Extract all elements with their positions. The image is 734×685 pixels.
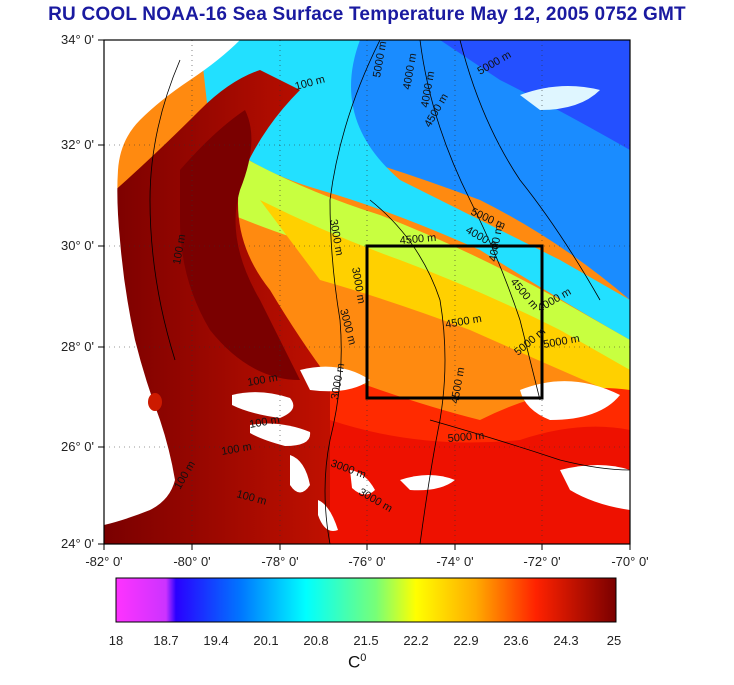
contour-label: 100 m [171, 233, 188, 265]
axis-ticks [98, 39, 631, 550]
lat-label: 30° 0' [61, 238, 94, 253]
colorbar [115, 577, 617, 623]
contour-label: 5000 m [447, 430, 485, 445]
unit-superscript: 0 [360, 652, 367, 664]
figure-title: RU COOL NOAA-16 Sea Surface Temperature … [48, 4, 686, 25]
colorbar-unit-label: C0 [348, 652, 366, 673]
unit-text: C [348, 652, 361, 672]
lat-label: 28° 0' [61, 339, 94, 354]
colorbar-tick: 20.8 [303, 633, 328, 648]
study-area-box [365, 244, 544, 400]
colorbar-tick: 25 [607, 633, 621, 648]
colorbar-tick-labels: 18 18.7 19.4 20.1 20.8 21.5 22.2 22.9 23… [109, 633, 621, 648]
lat-label: 34° 0' [61, 32, 94, 47]
lat-label: 24° 0' [61, 536, 94, 551]
colorbar-tick: 20.1 [253, 633, 278, 648]
colorbar-tick: 22.9 [453, 633, 478, 648]
sst-image [104, 40, 630, 544]
lon-label: -78° 0' [261, 554, 298, 569]
longitude-labels: -82° 0' -80° 0' -78° 0' -76° 0' -74° 0' … [85, 554, 648, 569]
contour-label: 4500 m [399, 232, 437, 247]
lon-label: -72° 0' [523, 554, 560, 569]
colorbar-tick: 19.4 [203, 633, 228, 648]
lon-label: -76° 0' [348, 554, 385, 569]
lon-label: -74° 0' [436, 554, 473, 569]
colorbar-tick: 22.2 [403, 633, 428, 648]
colorbar-tick: 23.6 [503, 633, 528, 648]
colorbar-tick: 18 [109, 633, 123, 648]
lon-label: -80° 0' [173, 554, 210, 569]
latitude-labels: 34° 0' 32° 0' 30° 0' 28° 0' 26° 0' 24° 0… [61, 32, 94, 551]
lon-label: -70° 0' [611, 554, 648, 569]
graticule [104, 40, 630, 544]
colorbar-tick: 21.5 [353, 633, 378, 648]
contour-label: 100 m [248, 414, 280, 431]
lat-label: 26° 0' [61, 439, 94, 454]
colorbar-tick: 18.7 [153, 633, 178, 648]
lon-label: -82° 0' [85, 554, 122, 569]
colorbar-tick: 24.3 [553, 633, 578, 648]
contour-label: 100 m [220, 441, 252, 458]
contour-label: 100 m [246, 372, 278, 389]
lat-label: 32° 0' [61, 137, 94, 152]
